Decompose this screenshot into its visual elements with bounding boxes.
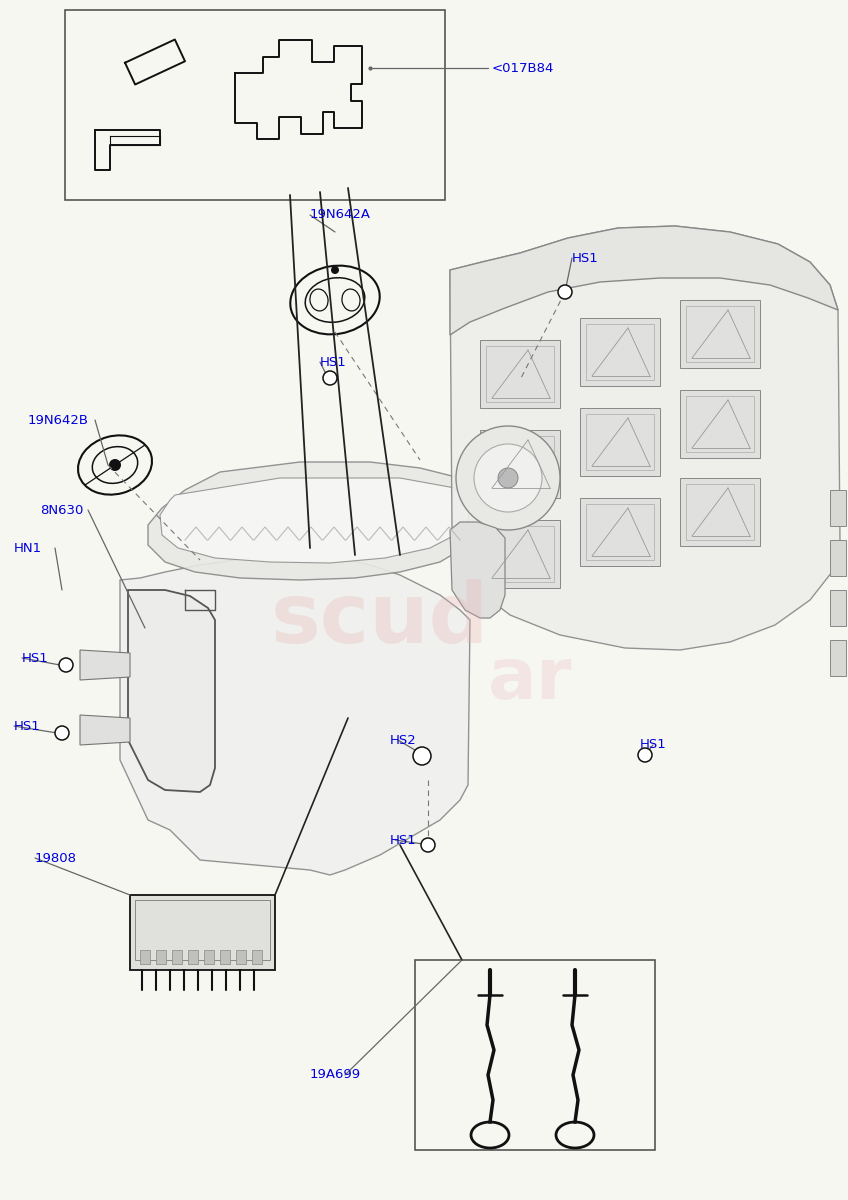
Text: 19808: 19808: [35, 852, 77, 864]
Circle shape: [55, 726, 69, 740]
Bar: [680, 478, 760, 546]
Text: 19A699: 19A699: [310, 1068, 361, 1081]
Bar: [415, 960, 655, 1150]
Polygon shape: [160, 478, 470, 563]
Bar: [188, 950, 198, 964]
Text: HS1: HS1: [640, 738, 667, 751]
Bar: [680, 300, 760, 368]
Bar: [686, 396, 754, 452]
Circle shape: [456, 426, 560, 530]
Bar: [480, 520, 560, 588]
Text: HS1: HS1: [14, 720, 41, 732]
Circle shape: [638, 748, 652, 762]
Bar: [236, 950, 246, 964]
Text: HN1: HN1: [14, 541, 42, 554]
Polygon shape: [450, 226, 840, 650]
Bar: [580, 408, 660, 476]
Bar: [140, 950, 150, 964]
Text: scud: scud: [271, 580, 489, 660]
Polygon shape: [450, 226, 838, 335]
Polygon shape: [80, 650, 130, 680]
Bar: [830, 590, 846, 626]
Polygon shape: [80, 715, 130, 745]
Bar: [486, 526, 554, 582]
Bar: [135, 900, 270, 960]
Polygon shape: [120, 554, 470, 875]
Text: 19N642B: 19N642B: [28, 414, 89, 426]
Bar: [586, 414, 654, 470]
Bar: [252, 950, 262, 964]
Bar: [486, 436, 554, 492]
Circle shape: [498, 468, 518, 488]
Circle shape: [323, 371, 337, 385]
Bar: [586, 324, 654, 380]
Bar: [686, 306, 754, 362]
Text: <017B84: <017B84: [492, 61, 555, 74]
Text: 19N642A: 19N642A: [310, 209, 371, 222]
Bar: [204, 950, 214, 964]
Polygon shape: [148, 462, 485, 580]
Bar: [130, 895, 275, 970]
Text: HS1: HS1: [22, 652, 48, 665]
Text: HS2: HS2: [390, 733, 416, 746]
Text: HS1: HS1: [320, 355, 347, 368]
Bar: [480, 430, 560, 498]
Bar: [686, 484, 754, 540]
Circle shape: [109, 458, 121, 470]
Bar: [65, 10, 445, 200]
Circle shape: [474, 444, 542, 512]
Text: HS1: HS1: [572, 252, 599, 264]
Bar: [172, 950, 182, 964]
Circle shape: [421, 838, 435, 852]
Bar: [580, 498, 660, 566]
Bar: [220, 950, 230, 964]
Text: ar: ar: [488, 646, 572, 714]
Bar: [586, 504, 654, 560]
Polygon shape: [450, 522, 505, 618]
Bar: [156, 950, 166, 964]
Text: 8N630: 8N630: [40, 504, 83, 516]
Polygon shape: [128, 590, 215, 792]
Bar: [480, 340, 560, 408]
Bar: [680, 390, 760, 458]
Bar: [830, 540, 846, 576]
Circle shape: [413, 746, 431, 766]
Bar: [486, 346, 554, 402]
Text: HS1: HS1: [390, 834, 416, 846]
Circle shape: [558, 284, 572, 299]
Bar: [580, 318, 660, 386]
Bar: [830, 490, 846, 526]
Circle shape: [59, 658, 73, 672]
Circle shape: [331, 266, 339, 274]
Bar: [830, 640, 846, 676]
